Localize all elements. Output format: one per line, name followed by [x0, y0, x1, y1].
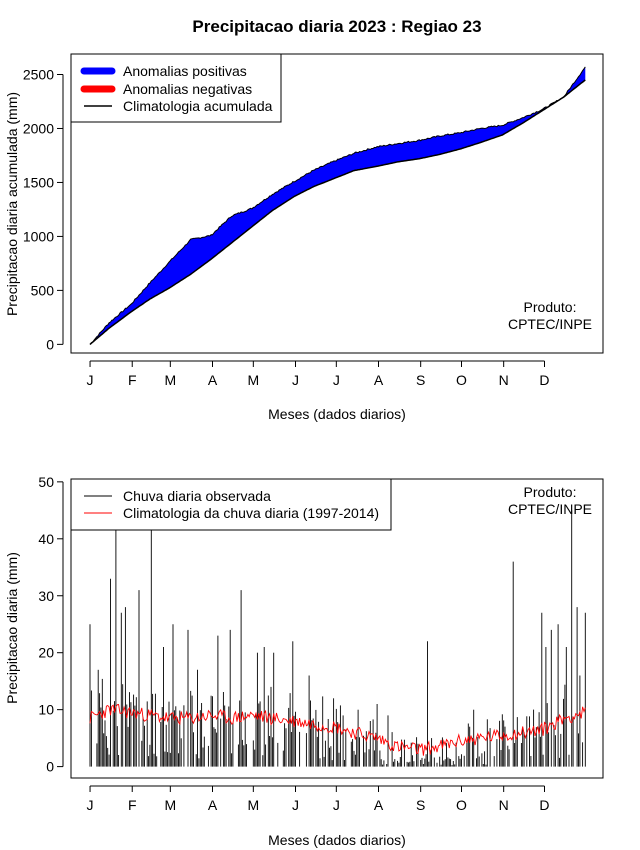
- daily-bars-group: [89, 510, 586, 767]
- legend-box-bottom: [70, 478, 392, 531]
- x-tick-label: A: [374, 797, 384, 813]
- legend-label-observed: Chuva diaria observada: [123, 488, 271, 504]
- x-tick-label: J: [292, 372, 299, 388]
- x-tick-label: J: [292, 797, 299, 813]
- y-axis-label-bottom: Precipitacao diaria (mm): [4, 552, 20, 704]
- y-axis-top: 0 500 1000 1500 2000 2500: [23, 67, 64, 352]
- daily-climatology-group: [89, 703, 586, 756]
- y-axis-bottom: 0 10 20 30 40 50: [38, 474, 64, 775]
- x-tick-label: J: [87, 797, 94, 813]
- climatology-cumulative-line: [89, 79, 586, 345]
- x-tick-label: J: [333, 372, 340, 388]
- y-tick-label: 1000: [23, 228, 54, 244]
- legend-label-negative: Anomalias negativas: [123, 81, 252, 97]
- x-tick-label: M: [164, 372, 176, 388]
- daily-climatology-line: [89, 703, 586, 756]
- x-tick-label: A: [208, 797, 218, 813]
- y-tick-label: 30: [38, 588, 54, 604]
- legend-bottom: Chuva diaria observada Climatologia da c…: [70, 478, 392, 531]
- x-axis-label-bottom: Meses (dados diarios): [268, 832, 406, 848]
- x-tick-label: J: [87, 372, 94, 388]
- x-tick-label: D: [539, 372, 549, 388]
- x-tick-label: J: [333, 797, 340, 813]
- cumulative-lines-group: [89, 66, 586, 345]
- legend-label-positive: Anomalias positivas: [123, 63, 247, 79]
- daily-chart: 0 10 20 30 40 50 J F M A M J J A S O N D Precipitacao di…: [4, 474, 604, 848]
- chart-title: Precipitacao diaria 2023 : Regiao 23: [192, 17, 481, 36]
- x-tick-label: F: [128, 797, 137, 813]
- y-tick-label: 20: [38, 645, 54, 661]
- product-label-bottom: Produto:: [524, 484, 577, 500]
- x-tick-label: F: [128, 372, 137, 388]
- x-tick-label: N: [499, 372, 509, 388]
- anomaly-area-group: [90, 66, 586, 345]
- y-axis-label-top: Precipitacao diaria acumulada (mm): [4, 92, 20, 316]
- plot-frame-top: [70, 53, 604, 354]
- x-tick-label: S: [416, 797, 425, 813]
- x-tick-label: M: [247, 372, 259, 388]
- legend-label-climatology: Climatologia acumulada: [123, 98, 273, 114]
- product-source-bottom: CPTEC/INPE: [508, 501, 592, 517]
- cumulative-chart: 0 500 1000 1500 2000 2500 J F M A M J J A S O N D Precip…: [4, 53, 604, 422]
- positive-anomaly-area: [90, 66, 586, 345]
- y-tick-label: 0: [46, 336, 54, 352]
- y-tick-label: 40: [38, 531, 54, 547]
- x-tick-label: A: [208, 372, 218, 388]
- y-tick-label: 2000: [23, 120, 54, 136]
- y-tick-label: 500: [31, 282, 55, 298]
- x-tick-label: M: [164, 797, 176, 813]
- legend-top: Anomalias positivas Anomalias negativas …: [70, 53, 282, 123]
- y-tick-label: 2500: [23, 67, 54, 83]
- x-tick-label: A: [374, 372, 384, 388]
- y-tick-label: 0: [46, 759, 54, 775]
- product-label-top: Produto:: [524, 299, 577, 315]
- x-tick-label: O: [456, 797, 467, 813]
- observed-cumulative-line: [89, 66, 586, 345]
- x-axis-label-top: Meses (dados diarios): [268, 406, 406, 422]
- x-tick-label: O: [456, 372, 467, 388]
- legend-label-daily-climatology: Climatologia da chuva diaria (1997-2014): [123, 505, 379, 521]
- x-tick-label: M: [247, 797, 259, 813]
- y-tick-label: 10: [38, 702, 54, 718]
- product-source-top: CPTEC/INPE: [508, 316, 592, 332]
- x-tick-label: N: [499, 797, 509, 813]
- y-tick-label: 50: [38, 474, 54, 490]
- x-tick-label: S: [416, 372, 425, 388]
- y-tick-label: 1500: [23, 174, 54, 190]
- x-tick-label: D: [539, 797, 549, 813]
